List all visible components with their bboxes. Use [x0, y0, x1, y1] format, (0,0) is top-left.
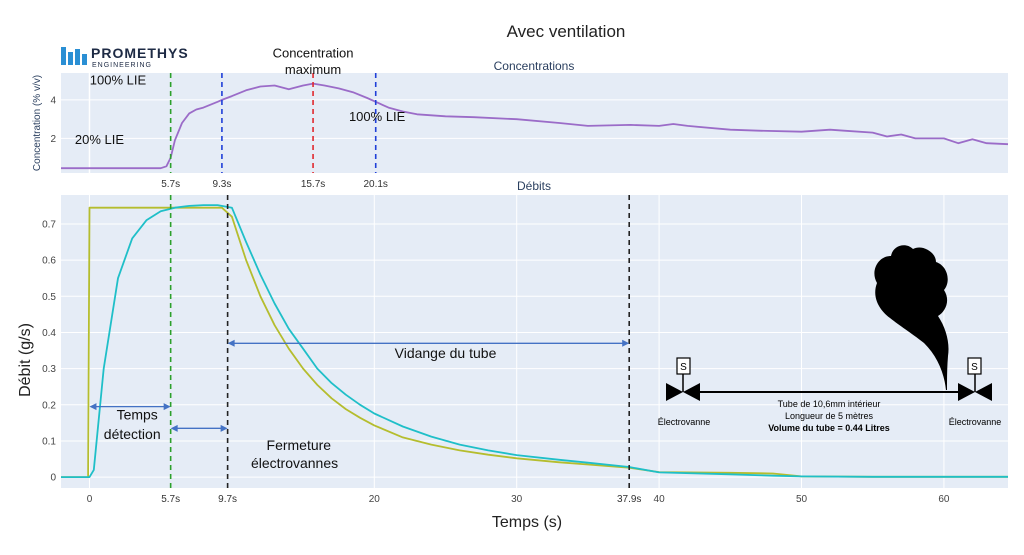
- y-tick-label: 0: [50, 473, 56, 484]
- y-tick-label: 4: [50, 95, 56, 106]
- x-tick-label: 40: [654, 494, 666, 505]
- annotation: Concentration: [273, 46, 354, 61]
- span-arrow: [227, 339, 630, 347]
- x-tick-label: 0: [87, 494, 93, 505]
- y-tick-label: 0.2: [42, 400, 56, 411]
- x-tick-label: 30: [511, 494, 523, 505]
- span-arrow: [170, 424, 228, 432]
- marker-label: 15.7s: [301, 179, 325, 190]
- logo-subtitle: ENGINEERING: [92, 62, 152, 69]
- span-arrow: [89, 403, 171, 411]
- annotation: Vidange du tube: [395, 345, 497, 361]
- debit-chart: 5.7s 9.7s 37.9s 0 0.1 0.2 0.3 0.4 0.5 0.6 0.7 0 20 3…: [17, 179, 1008, 531]
- logo-bar: [82, 54, 87, 65]
- logo-bar: [75, 49, 80, 65]
- y-tick-label: 0.7: [42, 219, 56, 230]
- figure-title: Avec ventilation: [507, 22, 626, 41]
- marker-label: 9.7s: [218, 494, 237, 505]
- series-line: [61, 82, 1009, 170]
- plot-background: [61, 73, 1008, 173]
- left-valve-label: Électrovanne: [658, 417, 711, 427]
- annotation: électrovannes: [251, 455, 338, 471]
- concentration-chart: 5.7s 9.3s 15.7s 20.1s 2 4 20% LIE 100% LIE Con…: [32, 46, 1009, 190]
- x-tick-label: 20: [369, 494, 381, 505]
- annotation: maximum: [285, 62, 341, 77]
- tube-text-1: Tube de 10,6mm intérieur: [778, 399, 881, 409]
- plot-background: [61, 195, 1008, 488]
- tube-text-2: Longueur de 5 mètres: [785, 411, 874, 421]
- marker-label: 5.7s: [161, 179, 180, 190]
- left-valve-icon: S: [666, 357, 700, 401]
- annotation: détection: [104, 426, 161, 442]
- x-tick-label: 60: [938, 494, 950, 505]
- y-tick-label: 0.1: [42, 436, 56, 447]
- logo: PROMETHYS ENGINEERING: [61, 45, 189, 69]
- solenoid-letter: S: [971, 362, 978, 373]
- y-tick-label: 0.3: [42, 364, 56, 375]
- x-tick-label: 50: [796, 494, 808, 505]
- annotation: 100% LIE: [90, 73, 147, 88]
- marker-label: 20.1s: [363, 179, 387, 190]
- logo-bar: [68, 52, 73, 65]
- tube-diagram: S S Électrovanne Électrovanne Tube de 10…: [658, 245, 1002, 433]
- debit-chart-title: Débits: [517, 179, 551, 193]
- annotation: 100% LIE: [349, 109, 406, 124]
- series-line: [61, 206, 1008, 479]
- logo-name: PROMETHYS: [91, 45, 189, 61]
- annotation: Fermeture: [267, 437, 332, 453]
- annotation: Temps: [117, 406, 158, 422]
- marker-label: 5.7s: [161, 494, 180, 505]
- y-tick-label: 0.4: [42, 328, 56, 339]
- y-tick-label: 0.5: [42, 292, 56, 303]
- series-line: [61, 204, 1008, 479]
- smoke-icon: [874, 245, 949, 390]
- solenoid-letter: S: [680, 362, 687, 373]
- concentration-chart-title: Concentrations: [494, 59, 575, 73]
- concentration-y-label: Concentration (% v/v): [32, 75, 43, 171]
- tube-text-3: Volume du tube = 0.44 Litres: [768, 423, 890, 433]
- marker-label: 9.3s: [212, 179, 231, 190]
- debit-y-label: Débit (g/s): [17, 323, 34, 397]
- annotation: 20% LIE: [75, 132, 124, 147]
- right-valve-label: Électrovanne: [949, 417, 1002, 427]
- y-tick-label: 2: [50, 134, 56, 145]
- y-tick-label: 0.6: [42, 256, 56, 267]
- marker-label: 37.9s: [617, 494, 641, 505]
- right-valve-icon: S: [958, 357, 992, 401]
- x-axis-label: Temps (s): [492, 514, 562, 531]
- logo-bar: [61, 47, 66, 65]
